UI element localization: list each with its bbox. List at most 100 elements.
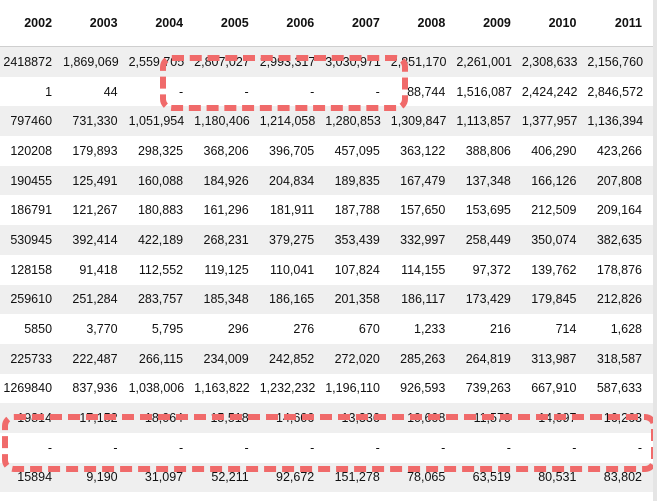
table-cell: 406,290 — [521, 136, 588, 166]
table-cell: 17,152 — [63, 403, 129, 433]
table-cell: 13,336 — [325, 403, 391, 433]
table-cell: 332,997 — [390, 225, 457, 255]
table-cell: 1,196,110 — [325, 373, 391, 404]
table-cell: 31,097 — [128, 462, 195, 493]
table-cell: 2,993,317 — [259, 46, 326, 77]
table-cell: 209,164 — [587, 195, 653, 226]
table-cell: 137,348 — [456, 165, 522, 196]
table-cell: 2,559,705 — [128, 46, 195, 77]
column-header-2005[interactable]: 2005 — [194, 0, 260, 47]
table-cell: 363,122 — [390, 136, 457, 166]
table-cell: 259610 — [0, 284, 64, 315]
table-cell: 222,487 — [63, 343, 129, 374]
table-cell: 353,439 — [325, 225, 391, 255]
table-row: 1 44- - - -88,744 1,516,087 2,424,242 2,846,572 — [0, 76, 653, 107]
table-cell: 10,608 — [390, 403, 457, 433]
table-cell: 153,695 — [456, 195, 522, 226]
table-cell: 1,180,406 — [194, 106, 260, 137]
table-cell: 9,190 — [63, 462, 129, 493]
table-cell: 83,802 — [587, 462, 653, 493]
table-cell: 423,266 — [587, 136, 653, 166]
table-cell: 160,088 — [128, 165, 195, 196]
table-cell: - — [521, 432, 588, 463]
table-cell: 667,910 — [521, 373, 588, 404]
table-cell: 189,835 — [325, 165, 391, 196]
table-cell: 264,819 — [456, 343, 522, 374]
table-cell: 1,232,232 — [259, 373, 326, 404]
table-row: 19814 17,152 18,064 15,518 14,606 13,336 10,60… — [0, 403, 653, 433]
column-header-2009[interactable]: 2009 — [456, 0, 522, 47]
table-cell: 1,309,847 — [390, 106, 457, 137]
table-cell: 1,136,394 — [587, 106, 653, 137]
table-cell: 5,795 — [128, 314, 195, 344]
column-header-2011[interactable]: 2011 — [587, 0, 653, 47]
table-cell: 350,074 — [521, 225, 588, 255]
table-cell: 180,883 — [128, 195, 195, 226]
table-cell: 1,516,087 — [456, 76, 522, 107]
table-cell: 283,757 — [128, 284, 195, 315]
table-cell: 2,261,001 — [456, 46, 522, 77]
table-cell: 179,893 — [63, 136, 129, 166]
table-cell: 166,126 — [521, 165, 588, 196]
table-cell: 797460 — [0, 106, 64, 137]
table-row: 225733 222,487 266,115 234,009 242,852 272,02… — [0, 343, 653, 374]
table-cell: 1,214,058 — [259, 106, 326, 137]
table-cell: 186,117 — [390, 284, 457, 315]
column-header-2002[interactable]: 2002 — [0, 0, 64, 47]
column-header-2004[interactable]: 2004 — [128, 0, 195, 47]
table-row: 2418872 1,869,069 2,559,705 2,807,027 2,993,… — [0, 46, 653, 77]
table-cell: 92,672 — [259, 462, 326, 493]
table-cell: 167,479 — [390, 165, 457, 196]
table-cell: 1269840 — [0, 373, 64, 404]
table-row: 1269840 837,936 1,038,006 1,163,822 1,232,23… — [0, 373, 653, 404]
table-cell: 120208 — [0, 136, 64, 166]
table-cell: 926,593 — [390, 373, 457, 404]
table-cell: 91,418 — [63, 254, 129, 285]
table-cell: - — [390, 432, 457, 463]
table-cell: 15,518 — [194, 403, 260, 433]
table-cell: 2,308,633 — [521, 46, 588, 77]
data-table: 2002 2003 2004 2005 2006 2007 2008 2009 2010 2011… — [0, 0, 653, 493]
table-cell: 1,038,006 — [128, 373, 195, 404]
table-cell: 731,330 — [63, 106, 129, 137]
table-cell: 5850 — [0, 314, 64, 344]
column-header-2007[interactable]: 2007 — [325, 0, 391, 47]
table-cell: 212,826 — [587, 284, 653, 315]
table-cell: 714 — [521, 314, 588, 344]
table-cell: 318,587 — [587, 343, 653, 374]
column-header-2010[interactable]: 2010 — [521, 0, 588, 47]
table-cell: 161,296 — [194, 195, 260, 226]
table-cell: 14,097 — [521, 403, 588, 433]
table-cell: - — [0, 432, 64, 463]
table-cell: 388,806 — [456, 136, 522, 166]
table-cell: 3,770 — [63, 314, 129, 344]
table-cell: 121,267 — [63, 195, 129, 226]
table-cell: 2,851,170 — [390, 46, 457, 77]
table-cell: 1,163,822 — [194, 373, 260, 404]
table-cell: 2,807,027 — [194, 46, 260, 77]
vertical-scrollbar[interactable] — [653, 0, 657, 501]
table-cell: 80,531 — [521, 462, 588, 493]
table-cell: 382,635 — [587, 225, 653, 255]
table-row: 190455 125,491 160,088 184,926 204,834 189,83… — [0, 165, 653, 196]
column-header-2008[interactable]: 2008 — [390, 0, 457, 47]
table-cell: 110,041 — [259, 254, 326, 285]
table-cell: 119,125 — [194, 254, 260, 285]
table-cell: 670 — [325, 314, 391, 344]
table-cell: 242,852 — [259, 343, 326, 374]
table-cell: 837,936 — [63, 373, 129, 404]
column-header-2006[interactable]: 2006 — [259, 0, 326, 47]
table-cell: 181,911 — [259, 195, 326, 226]
table-cell: 184,926 — [194, 165, 260, 196]
column-header-2003[interactable]: 2003 — [63, 0, 129, 47]
table-cell: - — [194, 432, 260, 463]
table-cell: - — [63, 432, 129, 463]
table-body: 2418872 1,869,069 2,559,705 2,807,027 2,993,… — [0, 46, 653, 493]
table-cell: 368,206 — [194, 136, 260, 166]
table-cell: 285,263 — [390, 343, 457, 374]
table-cell: 234,009 — [194, 343, 260, 374]
table-cell: 379,275 — [259, 225, 326, 255]
table-cell: 112,552 — [128, 254, 195, 285]
table-cell: 258,449 — [456, 225, 522, 255]
table-cell: - — [325, 76, 391, 107]
